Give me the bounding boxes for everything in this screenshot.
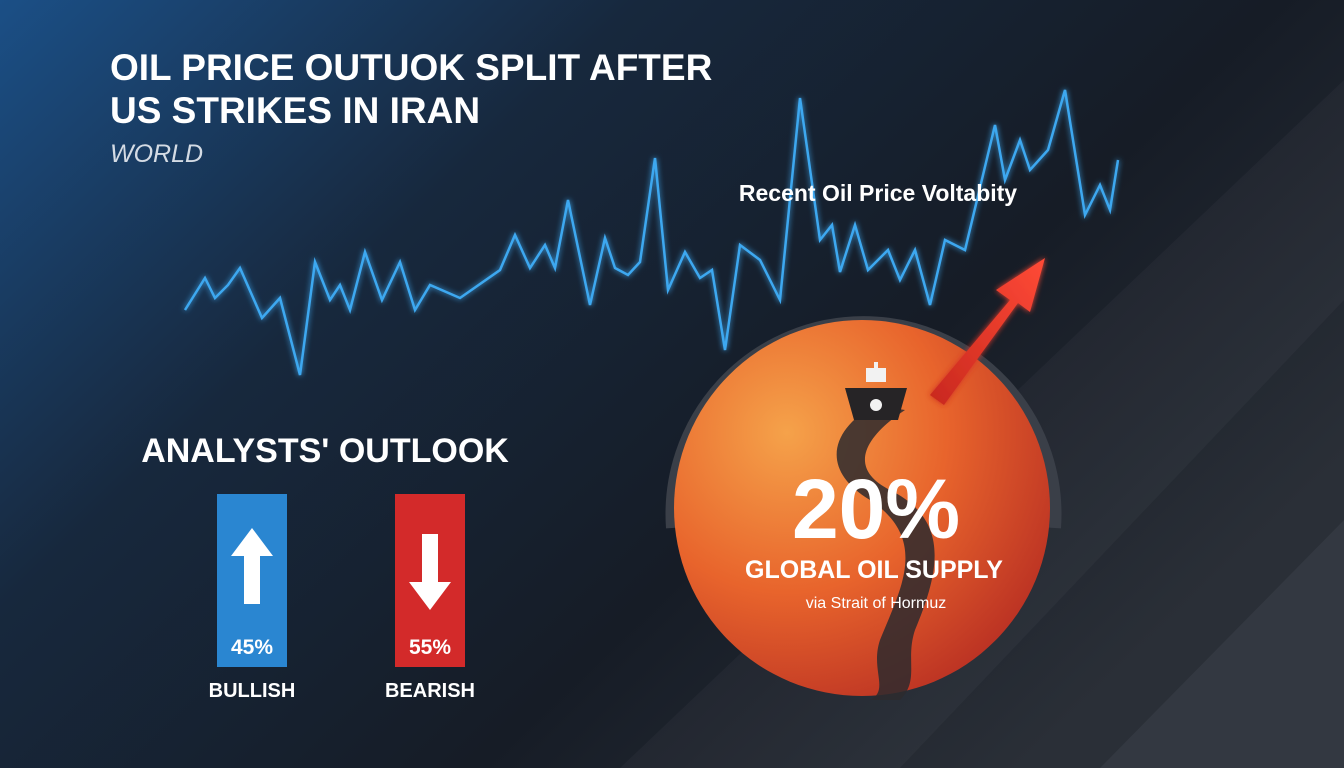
category: WORLD — [110, 140, 203, 168]
supply-note: via Strait of Hormuz — [806, 595, 946, 612]
bearish-value: 55% — [409, 636, 451, 659]
up-arrow — [231, 528, 273, 604]
title-line: US STRIKES IN IRAN — [110, 90, 480, 131]
outlook-title: ANALYSTS' OUTLOOK — [141, 432, 509, 470]
bullish-label: BULLISH — [209, 680, 296, 702]
volatility-label: Recent Oil Price Voltabity — [739, 180, 1017, 206]
supply-disc — [674, 320, 1050, 696]
down-arrow — [409, 534, 451, 610]
bullish-value: 45% — [231, 636, 273, 659]
ship-icon — [845, 362, 907, 420]
supply-value: 20% — [792, 462, 960, 556]
bearish-label: BEARISH — [385, 680, 475, 702]
strait-path — [836, 405, 935, 700]
supply-label: GLOBAL OIL SUPPLY — [745, 556, 1003, 584]
volatility-line — [183, 89, 1120, 376]
title-line: OIL PRICE OUTUOK SPLIT AFTER — [110, 47, 712, 88]
bg-shape — [1100, 520, 1344, 768]
trend-arrow — [930, 258, 1045, 405]
